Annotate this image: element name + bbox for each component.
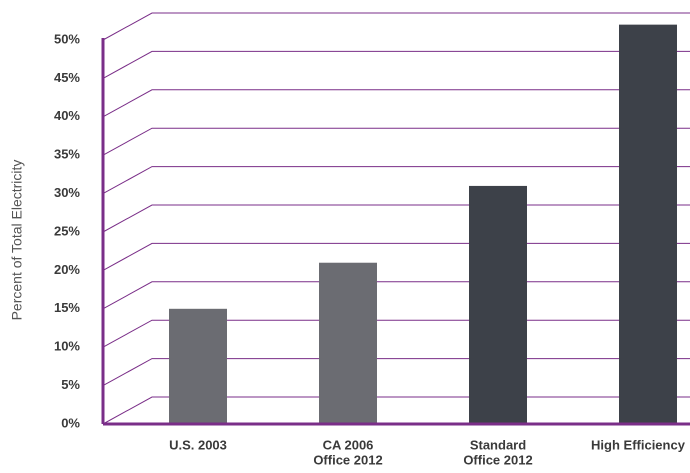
grid-line bbox=[102, 242, 690, 271]
x-tick-label: High Efficiency bbox=[591, 437, 686, 452]
grid-line bbox=[102, 127, 690, 156]
y-tick-label: 50% bbox=[54, 31, 80, 46]
y-axis-title: Percent of Total Electricity bbox=[9, 160, 25, 321]
grid-line bbox=[102, 281, 690, 310]
grid-line bbox=[102, 166, 690, 195]
x-tick-label: Office 2012 bbox=[313, 452, 382, 467]
x-tick-label: Office 2012 bbox=[463, 452, 532, 467]
y-tick-label: 20% bbox=[54, 262, 80, 277]
bar bbox=[469, 185, 527, 424]
y-tick-label: 25% bbox=[54, 223, 80, 238]
bar bbox=[169, 308, 227, 424]
bar bbox=[619, 24, 677, 424]
y-tick-label: 35% bbox=[54, 147, 80, 162]
y-tick-label: 10% bbox=[54, 339, 80, 354]
y-tick-label: 30% bbox=[54, 185, 80, 200]
y-tick-label: 0% bbox=[61, 415, 80, 430]
y-tick-label: 40% bbox=[54, 108, 80, 123]
y-tick-label: 5% bbox=[61, 377, 80, 392]
grid-line bbox=[102, 204, 690, 233]
x-tick-label: Standard bbox=[470, 437, 526, 452]
x-tick-label: CA 2006 bbox=[323, 437, 374, 452]
bar bbox=[319, 262, 377, 424]
y-tick-label: 15% bbox=[54, 300, 80, 315]
x-tick-label: U.S. 2003 bbox=[169, 437, 227, 452]
grid-line bbox=[102, 89, 690, 118]
y-tick-label: 45% bbox=[54, 70, 80, 85]
grid-line bbox=[102, 12, 690, 41]
grid-line bbox=[102, 50, 690, 79]
